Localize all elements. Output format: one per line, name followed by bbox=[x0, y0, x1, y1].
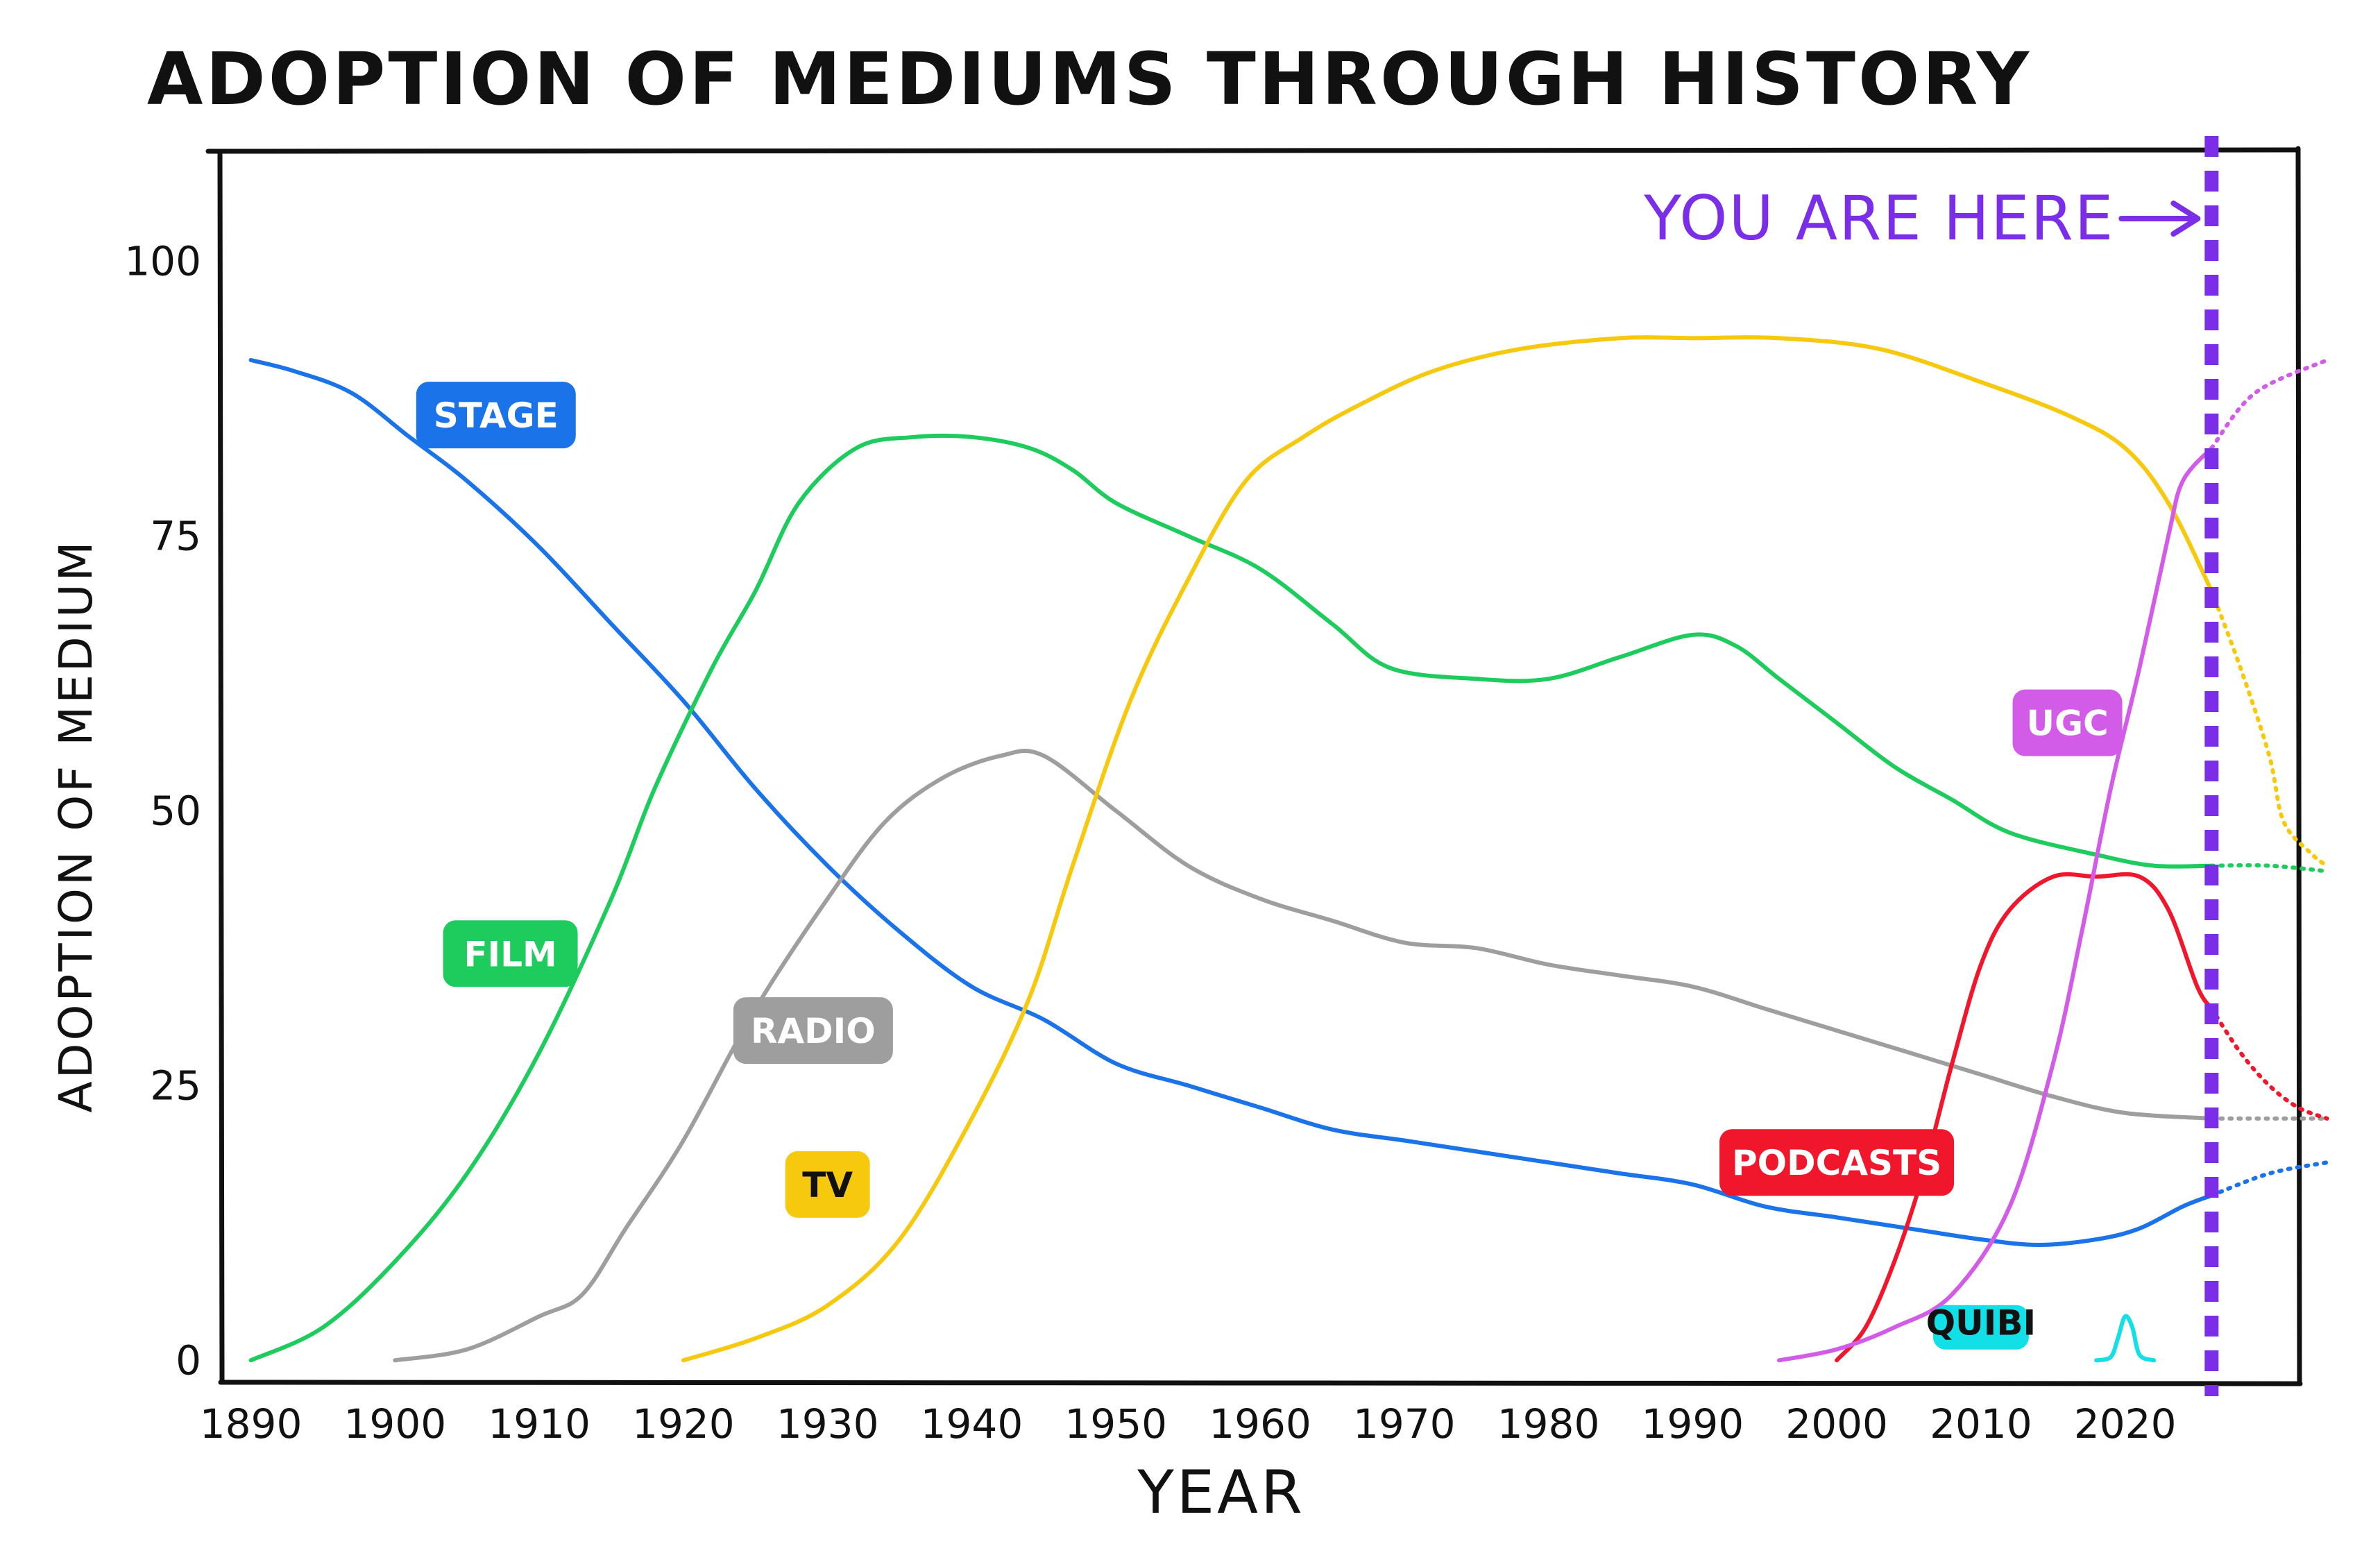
legend-pill-ugc bbox=[2012, 689, 2123, 756]
chart-title: ADOPTION OF MEDIUMS THROUGH HISTORY bbox=[147, 37, 2032, 121]
legend-text-ugc: UGC bbox=[2026, 704, 2108, 744]
legend-label-film: FILM bbox=[443, 920, 578, 987]
x-tick-label: 1900 bbox=[344, 1400, 447, 1448]
legend-text-stage: STAGE bbox=[434, 396, 559, 436]
legend-text-tv: TV bbox=[802, 1165, 853, 1205]
legend-pill-film bbox=[443, 920, 578, 987]
legend-pill-radio bbox=[733, 997, 893, 1064]
legend-label-podcasts: PODCASTS bbox=[1719, 1129, 1955, 1196]
series-forecast-podcasts bbox=[2209, 1006, 2329, 1121]
y-tick-label: 75 bbox=[150, 512, 201, 559]
x-tick-label: 1940 bbox=[921, 1400, 1023, 1448]
legend-label-tv: TV bbox=[785, 1151, 870, 1218]
y-tick-labels: 0 25 50 75 100 bbox=[124, 237, 201, 1384]
series-line-quibi bbox=[2094, 1314, 2157, 1363]
series-forecast-tv bbox=[2209, 588, 2329, 868]
series-line-podcasts bbox=[1835, 872, 2214, 1363]
y-axis-title: ADOPTION OF MEDIUM bbox=[49, 539, 103, 1113]
x-tick-label: 1980 bbox=[1497, 1400, 1600, 1448]
y-tick-label: 100 bbox=[124, 237, 201, 285]
plot-frame bbox=[205, 146, 2303, 1386]
legend-pill-quibi bbox=[1932, 1305, 2029, 1350]
legend-label-ugc: UGC bbox=[2012, 689, 2123, 756]
series-forecast-film bbox=[2209, 863, 2329, 874]
x-tick-label: 1910 bbox=[488, 1400, 590, 1448]
series-line-radio bbox=[393, 749, 2214, 1363]
y-tick-label: 25 bbox=[150, 1062, 201, 1109]
x-tick-label: 1990 bbox=[1642, 1400, 1744, 1448]
x-tick-label: 1970 bbox=[1353, 1400, 1456, 1448]
legend-pill-tv bbox=[785, 1151, 870, 1218]
x-tick-label: 1960 bbox=[1209, 1400, 1311, 1448]
legend-text-podcasts: PODCASTS bbox=[1732, 1143, 1941, 1183]
series-lines bbox=[248, 335, 2329, 1363]
legend-pill-stage bbox=[416, 382, 576, 449]
x-tick-label: 2020 bbox=[2074, 1400, 2177, 1448]
legend-label-quibi: QUIBI bbox=[1926, 1303, 2036, 1350]
series-line-ugc bbox=[1777, 445, 2214, 1363]
x-tick-label: 1930 bbox=[776, 1400, 879, 1448]
x-tick-labels: 1890 1900 1910 1920 1930 1940 1950 1960 1970 1980… bbox=[200, 1400, 2177, 1448]
series-forecast-stage bbox=[2209, 1160, 2329, 1198]
series-line-tv bbox=[681, 335, 2214, 1363]
legend-label-stage: STAGE bbox=[416, 382, 576, 449]
y-tick-label: 0 bbox=[176, 1336, 201, 1384]
you-are-here-marker: YOU ARE HERE bbox=[1643, 136, 2219, 1396]
legend-text-film: FILM bbox=[464, 934, 556, 974]
series-line-film bbox=[248, 433, 2214, 1363]
x-tick-label: 1950 bbox=[1064, 1400, 1167, 1448]
x-tick-label: 1890 bbox=[200, 1400, 303, 1448]
x-tick-label: 2000 bbox=[1785, 1400, 1888, 1448]
x-tick-label: 1920 bbox=[632, 1400, 735, 1448]
y-tick-label: 50 bbox=[150, 787, 201, 834]
series-forecast-ugc bbox=[2209, 357, 2329, 450]
x-axis-title: YEAR bbox=[1137, 1458, 1304, 1527]
legend-pill-podcasts bbox=[1719, 1129, 1955, 1196]
legend-text-radio: RADIO bbox=[751, 1011, 876, 1051]
you-are-here-label: YOU ARE HERE bbox=[1643, 183, 2114, 254]
series-labels: STAGE FILM RADIO TV PODCASTS UGC QUIBI bbox=[416, 382, 2123, 1350]
x-tick-label: 2010 bbox=[1930, 1400, 2032, 1448]
legend-label-radio: RADIO bbox=[733, 997, 893, 1064]
you-are-here-arrow-icon bbox=[2118, 201, 2201, 237]
legend-text-quibi: QUIBI bbox=[1926, 1303, 2036, 1343]
series-line-stage bbox=[248, 357, 2214, 1247]
